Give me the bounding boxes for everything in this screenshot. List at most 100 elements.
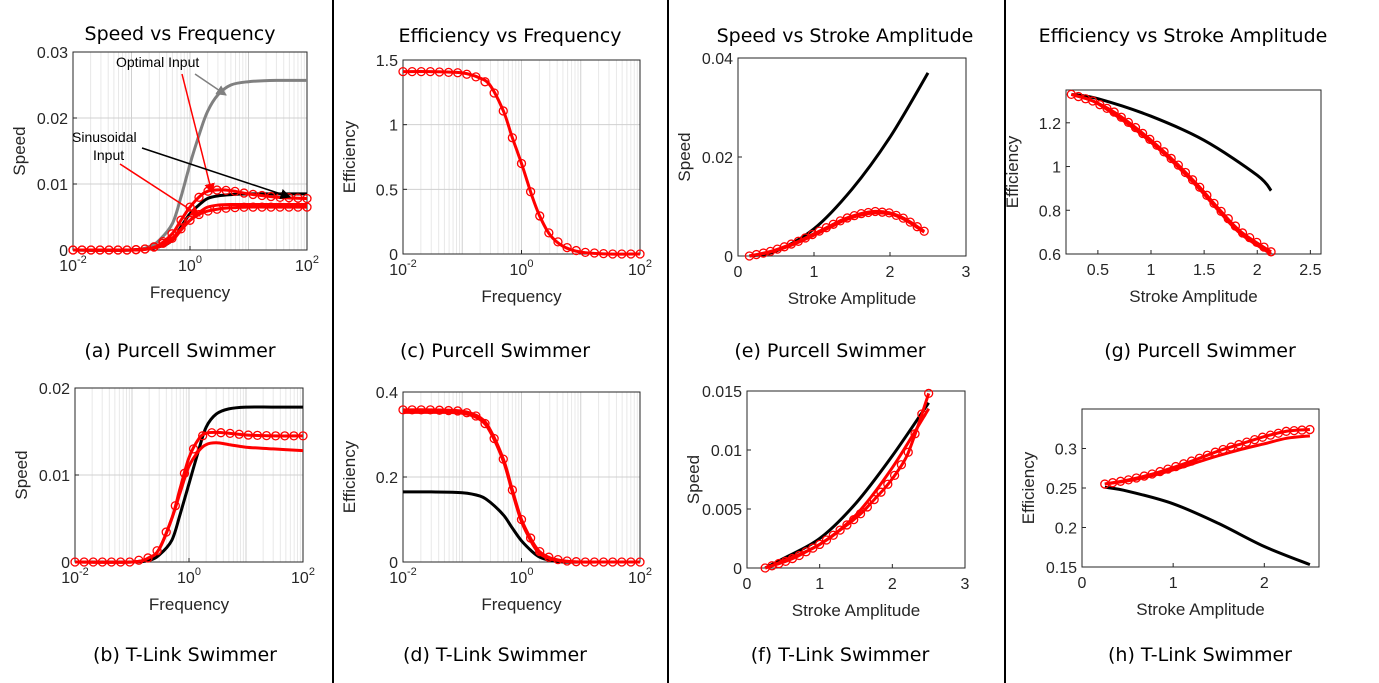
- data-point: [562, 242, 572, 253]
- x-tick-label: 2: [1260, 575, 1269, 592]
- y-tick-label: 0: [389, 247, 398, 264]
- series-line: [764, 401, 930, 570]
- data-point: [188, 444, 199, 454]
- data-point: [516, 158, 527, 169]
- chart-h: 0 1 2 0.15 0.2 0.25 0.3 Stroke Amplitude Efficie…: [1019, 408, 1320, 666]
- x-tick-exponent: -2: [407, 258, 417, 270]
- data-point: [876, 487, 886, 497]
- series-0: [74, 405, 303, 564]
- x-tick-label: 0: [743, 576, 752, 593]
- data-point: [580, 247, 590, 258]
- x-axis-label: Stroke Amplitude: [1129, 287, 1258, 306]
- data-point: [626, 249, 636, 259]
- data-point: [480, 418, 490, 429]
- y-tick-label: 0.2: [1055, 521, 1077, 538]
- data-point: [416, 66, 426, 77]
- grid: [74, 387, 303, 563]
- data-point: [589, 248, 600, 258]
- data-point: [176, 224, 186, 234]
- axes-frame: [737, 57, 967, 257]
- series-0: [398, 66, 645, 259]
- chart-d: 10-2 100 10200.20.4FrequencyEfficiency(d) …: [340, 385, 652, 666]
- data-point: [257, 202, 267, 212]
- panel-caption: (d) T-Link Swimmer: [403, 644, 587, 666]
- series-line: [764, 392, 931, 570]
- data-point: [443, 405, 454, 416]
- series-2: [1070, 92, 1272, 256]
- data-point: [248, 189, 258, 200]
- series-2: [764, 407, 930, 570]
- series-0: [749, 72, 930, 258]
- data-point: [498, 106, 508, 116]
- series-0: [764, 401, 930, 570]
- grid: [402, 391, 640, 563]
- y-axis-label: Speed: [12, 450, 31, 499]
- x-tick-exponent: 2: [646, 566, 652, 578]
- y-tick-label: 0.4: [376, 385, 398, 402]
- x-tick-label: 100: [178, 254, 202, 275]
- data-point: [266, 191, 276, 202]
- data-point: [221, 203, 231, 213]
- chart-g: 0.5 1 1.5 2 2.5 0.6 0.8 1 1.2 Stroke Amplitude Eff…: [1003, 89, 1322, 362]
- panel-caption: (g) Purcell Swimmer: [1104, 340, 1296, 362]
- panel-caption: (c) Purcell Swimmer: [400, 340, 590, 362]
- panel-caption: (e) Purcell Swimmer: [734, 340, 925, 362]
- series-line: [74, 405, 303, 564]
- annotation-optimal-input: Optimal Input: [116, 54, 199, 70]
- x-tick-exponent: -2: [407, 566, 417, 578]
- y-tick-label: 0.2: [376, 470, 398, 487]
- data-point: [815, 539, 825, 550]
- series-line: [764, 407, 930, 570]
- data-point: [239, 188, 249, 198]
- y-tick-label: 0.005: [702, 502, 742, 519]
- series-line: [1070, 92, 1272, 256]
- y-tick-label: 0: [61, 555, 70, 572]
- x-tick-label: 100: [510, 258, 534, 279]
- data-point: [903, 447, 913, 457]
- annotation-sinusoidal: Sinusoidal: [72, 129, 137, 145]
- y-tick-label: 0: [733, 561, 742, 578]
- y-tick-label: 0: [59, 243, 68, 260]
- chart-f: 0 1 2 3 0 0.005 0.01 0.015 Stroke Amplitude Speed…: [684, 384, 970, 666]
- data-point: [280, 431, 290, 441]
- axes-frame: [746, 390, 966, 569]
- column-title-4: Efficiency vs Stroke Amplitude: [1039, 25, 1328, 47]
- x-axis-label: Stroke Amplitude: [792, 601, 921, 620]
- data-point: [257, 190, 267, 201]
- x-tick-label: 102: [291, 566, 315, 587]
- series-line: [402, 70, 641, 256]
- data-point: [835, 525, 845, 535]
- y-axis-label: Efficiency: [340, 440, 359, 513]
- series-line: [749, 211, 926, 258]
- grid: [402, 59, 640, 255]
- data-point: [212, 204, 222, 214]
- data-point: [924, 388, 934, 399]
- x-axis-label: Frequency: [150, 283, 231, 302]
- data-point: [158, 238, 168, 249]
- data-point: [234, 429, 244, 439]
- data-point: [912, 222, 922, 232]
- series-line: [749, 72, 930, 258]
- data-point: [248, 202, 258, 212]
- data-point: [293, 193, 303, 203]
- data-point: [471, 72, 481, 82]
- x-tick-exponent: 0: [527, 258, 533, 270]
- series-line: [402, 410, 640, 564]
- series-1: [1066, 89, 1276, 257]
- data-point: [635, 249, 645, 259]
- x-axis-label: Stroke Amplitude: [788, 289, 917, 308]
- x-tick-exponent: 2: [313, 254, 319, 266]
- series-line: [74, 441, 304, 564]
- data-point: [243, 430, 253, 440]
- data-point: [140, 244, 150, 254]
- series-2: [749, 211, 926, 258]
- data-point: [194, 192, 204, 202]
- x-tick-exponent: 0: [195, 566, 201, 578]
- x-tick-exponent: 0: [527, 566, 533, 578]
- y-tick-label: 0.03: [37, 45, 68, 62]
- data-point: [113, 245, 123, 255]
- y-tick-label: 0.3: [1055, 442, 1077, 459]
- data-point: [302, 202, 312, 212]
- data-point: [122, 245, 132, 255]
